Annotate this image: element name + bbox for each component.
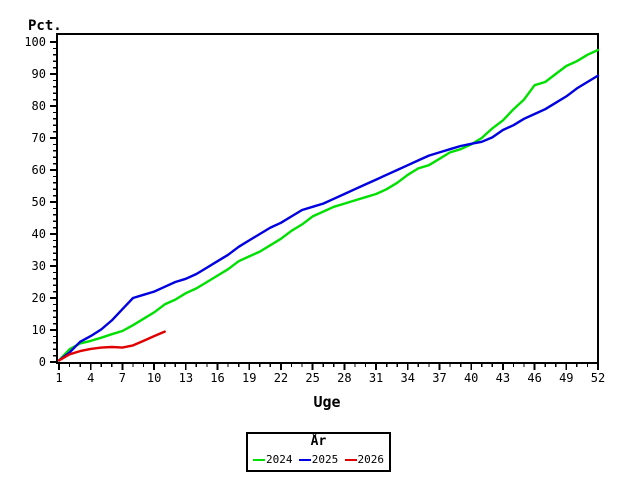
- x-tick-label: 31: [369, 371, 383, 385]
- legend-swatch-2026-icon: [344, 459, 357, 461]
- y-tick-label: 10: [32, 323, 46, 337]
- x-tick-label: 52: [591, 371, 605, 385]
- series-line-2026: [57, 330, 166, 362]
- x-tick-label: 13: [179, 371, 193, 385]
- x-axis-title: Uge: [313, 393, 340, 411]
- axis-ticks: 0 10 20 30 40 50 60 70 80 90 100 1 4 7 10 13 16 19 22 25 28 3…: [24, 35, 605, 385]
- legend-swatch-2025-icon: [298, 459, 311, 461]
- legend-item-2024: 2024: [253, 454, 293, 466]
- x-tick-label: 37: [432, 371, 446, 385]
- y-tick-label: 80: [32, 99, 46, 113]
- x-tick-label: 40: [464, 371, 478, 385]
- legend-item-2025: 2025: [298, 453, 339, 466]
- legend-label-2025: 2025: [311, 453, 339, 466]
- series-line-2024: [57, 48, 600, 362]
- x-tick-label: 43: [496, 371, 510, 385]
- chart-series: [57, 48, 600, 362]
- plot-frame-border: [56, 33, 599, 364]
- x-tick-label: 49: [559, 371, 573, 385]
- x-tick-label: 25: [305, 371, 319, 385]
- legend-title: År: [310, 434, 327, 449]
- legend-swatch-2024-icon: [253, 459, 265, 461]
- x-tick-label: 19: [242, 371, 256, 385]
- x-tick-label: 4: [87, 371, 94, 385]
- x-tick-label: 16: [210, 371, 224, 385]
- legend-item-2026: 2026: [344, 453, 385, 466]
- y-tick-label: 90: [32, 67, 46, 81]
- x-tick-label: 22: [274, 371, 288, 385]
- y-tick-label: 70: [32, 131, 46, 145]
- legend-label-2026: 2026: [357, 453, 385, 466]
- x-tick-label: 34: [401, 371, 415, 385]
- y-tick-label: 20: [32, 291, 46, 305]
- y-tick-label: 60: [32, 163, 46, 177]
- legend-items: 2024 2025 2026: [253, 454, 384, 466]
- x-tick-label: 7: [119, 371, 126, 385]
- y-tick-label: 40: [32, 227, 46, 241]
- x-tick-label: 46: [527, 371, 541, 385]
- legend-label-2024: 2024: [266, 453, 293, 466]
- series-line-2025: [57, 74, 600, 362]
- x-tick-label: 1: [55, 371, 62, 385]
- plot-frame: [56, 33, 599, 364]
- x-tick-label: 10: [147, 371, 161, 385]
- x-tick-label: 28: [337, 371, 351, 385]
- legend: År 2024 2025 2026: [246, 432, 391, 472]
- y-tick-label: 30: [32, 259, 46, 273]
- y-axis-title: Pct.: [28, 18, 62, 34]
- y-tick-label: 100: [24, 35, 46, 49]
- y-tick-label: 50: [32, 195, 46, 209]
- y-tick-label: 0: [39, 355, 46, 369]
